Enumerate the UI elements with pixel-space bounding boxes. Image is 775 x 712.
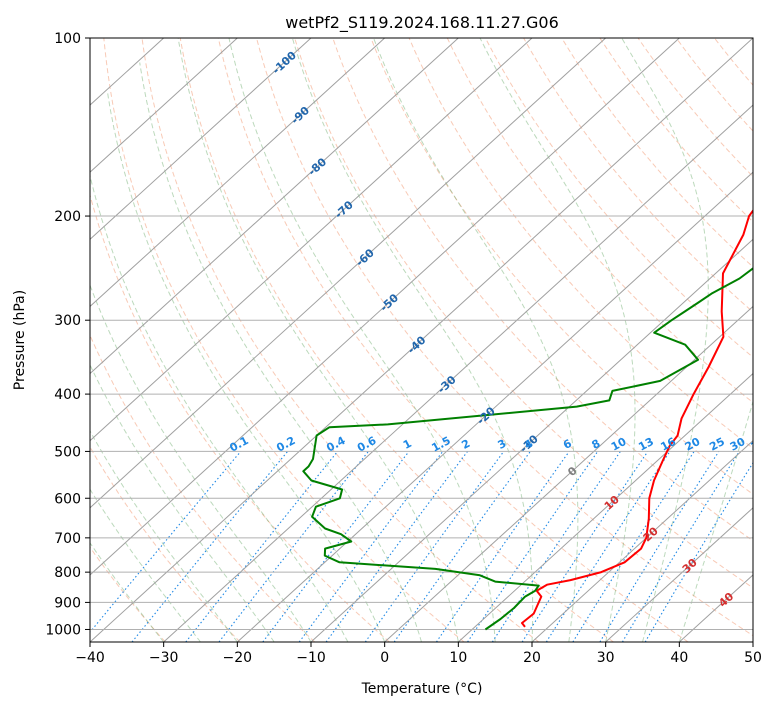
x-tick-label: −40 (75, 650, 105, 666)
y-tick-label: 600 (54, 491, 81, 507)
x-tick-label: 50 (744, 650, 762, 666)
y-tick-label: 800 (54, 565, 81, 581)
y-axis-label: Pressure (hPa) (12, 290, 28, 390)
x-tick-label: −10 (296, 650, 326, 666)
y-tick-label: 100 (54, 31, 81, 47)
y-tick-label: 1000 (45, 622, 81, 638)
chart-title: wetPf2_S119.2024.168.11.27.G06 (285, 13, 559, 33)
x-tick-label: 0 (380, 650, 389, 666)
y-tick-label: 500 (54, 444, 81, 460)
x-tick-label: 30 (597, 650, 615, 666)
y-tick-label: 400 (54, 387, 81, 403)
y-tick-label: 700 (54, 531, 81, 547)
y-tick-label: 200 (54, 209, 81, 225)
x-tick-label: −20 (223, 650, 253, 666)
y-tick-label: 300 (54, 313, 81, 329)
x-axis-label: Temperature (°C) (361, 681, 483, 697)
dry-adiabat (753, 38, 775, 642)
x-tick-label: 20 (523, 650, 541, 666)
x-tick-label: −30 (149, 650, 179, 666)
isotherm (753, 38, 775, 642)
x-tick-label: 40 (670, 650, 688, 666)
x-tick-label: 10 (449, 650, 467, 666)
y-tick-label: 900 (54, 595, 81, 611)
